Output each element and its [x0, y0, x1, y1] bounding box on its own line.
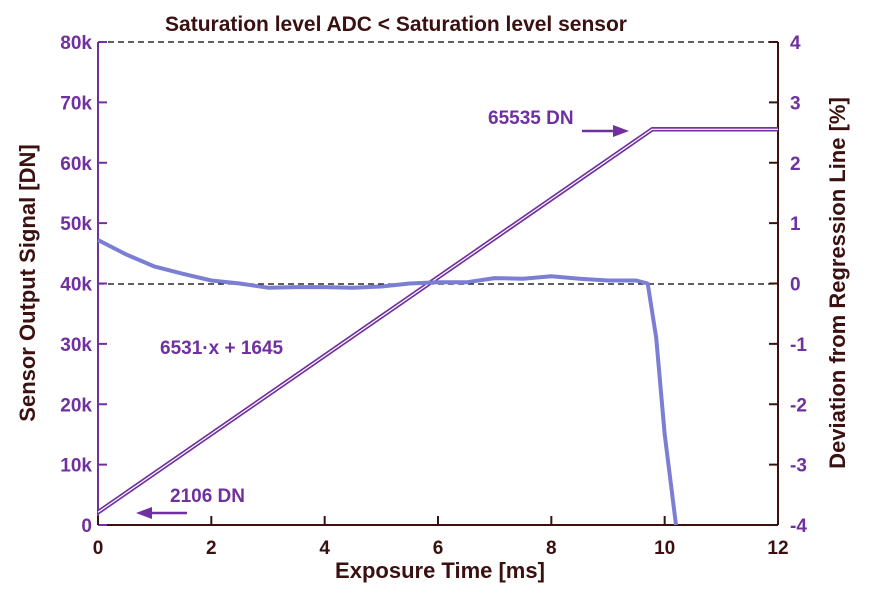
x-tick-label: 10 — [654, 538, 675, 559]
y-tick-label: 20k — [60, 395, 92, 416]
x-tick-label: 12 — [767, 538, 788, 559]
y2-tick-label: 4 — [790, 33, 801, 54]
y2-tick-label: -4 — [790, 516, 807, 537]
y2-tick-label: -1 — [790, 335, 807, 356]
y2-axis-label: Deviation from Regression Line [%] — [825, 97, 850, 469]
x-tick-label: 8 — [546, 538, 557, 559]
annotation-saturation: 65535 DN — [488, 108, 574, 129]
y-tick-label: 30k — [60, 335, 92, 356]
y2-tick-label: 3 — [790, 93, 801, 114]
y2-tick-label: -3 — [790, 456, 807, 477]
x-tick-label: 2 — [206, 538, 217, 559]
y-tick-label: 60k — [60, 154, 92, 175]
y2-tick-label: 0 — [790, 275, 801, 296]
chart-title: Saturation level ADC < Saturation level … — [165, 13, 627, 36]
sensor-output-line-core — [97, 128, 778, 513]
annotation-regression: 6531·x + 1645 — [160, 338, 284, 359]
y2-tick-label: 1 — [790, 214, 801, 235]
x-tick-label: 6 — [433, 538, 444, 559]
y2-tick-label: 2 — [790, 154, 801, 175]
y-tick-label: 40k — [60, 275, 92, 296]
x-tick-label: 4 — [319, 538, 330, 559]
y-tick-label: 70k — [60, 93, 92, 114]
y-tick-label: 0 — [81, 516, 92, 537]
annotation-offset-arrow — [136, 507, 187, 519]
deviation-line — [97, 238, 678, 526]
sensor-output-line — [96, 127, 778, 515]
y-tick-label: 50k — [60, 214, 92, 235]
y2-tick-label: -2 — [790, 395, 807, 416]
y-tick-label: 80k — [60, 33, 92, 54]
y-tick-label: 10k — [60, 456, 92, 477]
annotation-saturation-arrow — [582, 125, 629, 137]
x-axis-label: Exposure Time [ms] — [335, 558, 545, 583]
x-tick-label: 0 — [93, 538, 104, 559]
annotation-offset: 2106 DN — [170, 486, 245, 507]
y-axis-label: Sensor Output Signal [DN] — [15, 144, 40, 421]
